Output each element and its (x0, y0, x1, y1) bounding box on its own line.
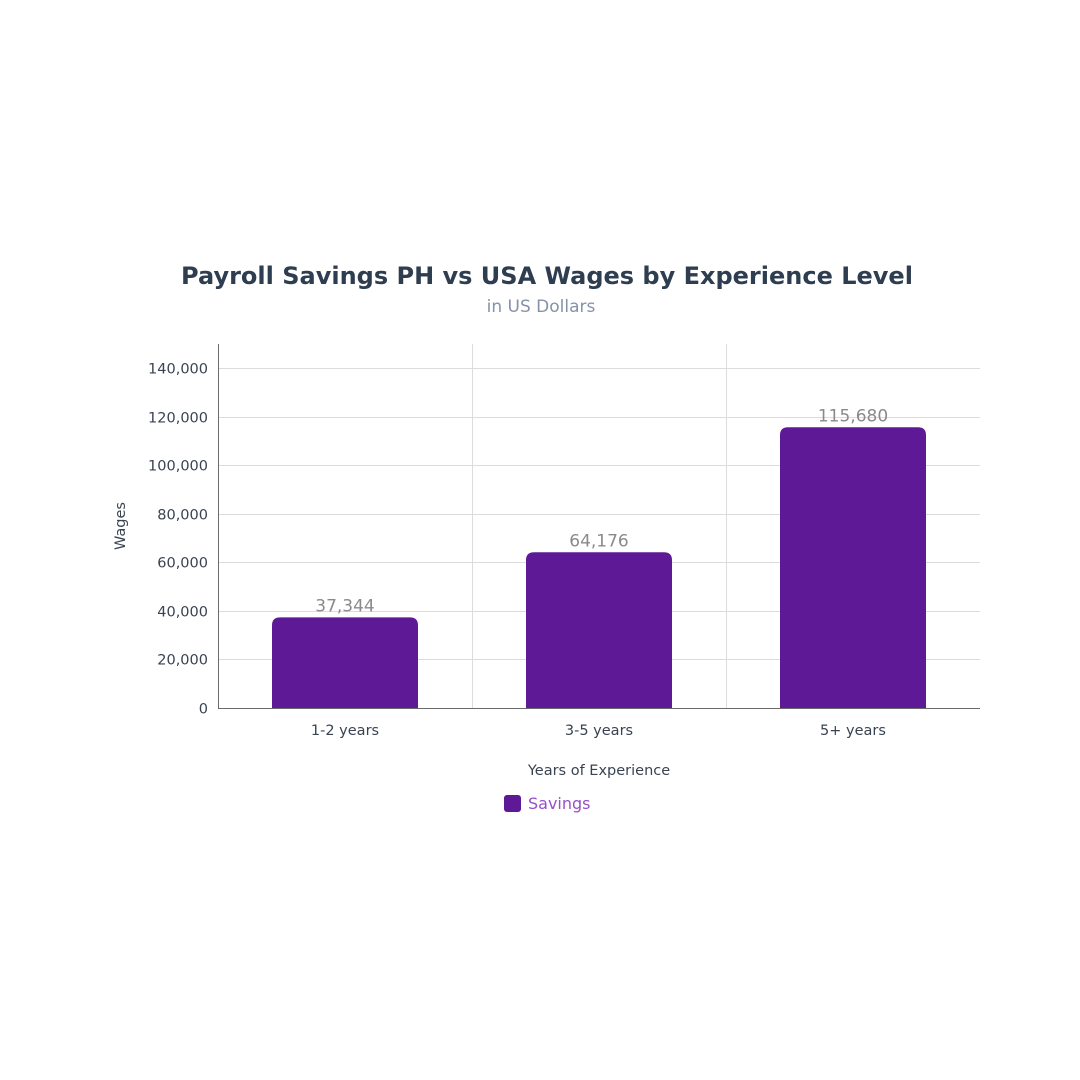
legend[interactable]: Savings (504, 794, 591, 813)
data-label: 37,344 (315, 596, 374, 616)
y-tick-label: 120,000 (148, 411, 208, 427)
bars (272, 427, 926, 708)
chart-subtitle: in US Dollars (487, 297, 596, 317)
y-tick-label: 140,000 (148, 362, 208, 378)
y-tick-label: 0 (199, 702, 208, 718)
y-tick-label: 60,000 (157, 556, 208, 572)
bar-5-years[interactable] (780, 427, 926, 708)
x-axis-title: Years of Experience (527, 763, 670, 779)
x-tick-label: 5+ years (820, 723, 886, 739)
y-tick-label: 100,000 (148, 459, 208, 475)
y-tick-label: 40,000 (157, 605, 208, 621)
data-label: 115,680 (818, 406, 888, 426)
labels: 0 20,000 40,000 60,000 80,000 100,000 120,000 1… (148, 362, 888, 740)
y-tick-label: 80,000 (157, 508, 208, 524)
bar-1-2-years[interactable] (272, 617, 418, 708)
legend-swatch (504, 795, 521, 812)
chart-title: Payroll Savings PH vs USA Wages by Exper… (181, 262, 913, 290)
x-tick-label: 1-2 years (311, 723, 379, 739)
x-tick-label: 3-5 years (565, 723, 633, 739)
axes (218, 344, 980, 709)
legend-label-savings[interactable]: Savings (528, 794, 591, 813)
y-axis-title: Wages (113, 502, 129, 550)
y-tick-label: 20,000 (157, 653, 208, 669)
data-label: 64,176 (569, 531, 628, 551)
bar-3-5-years[interactable] (526, 552, 672, 708)
